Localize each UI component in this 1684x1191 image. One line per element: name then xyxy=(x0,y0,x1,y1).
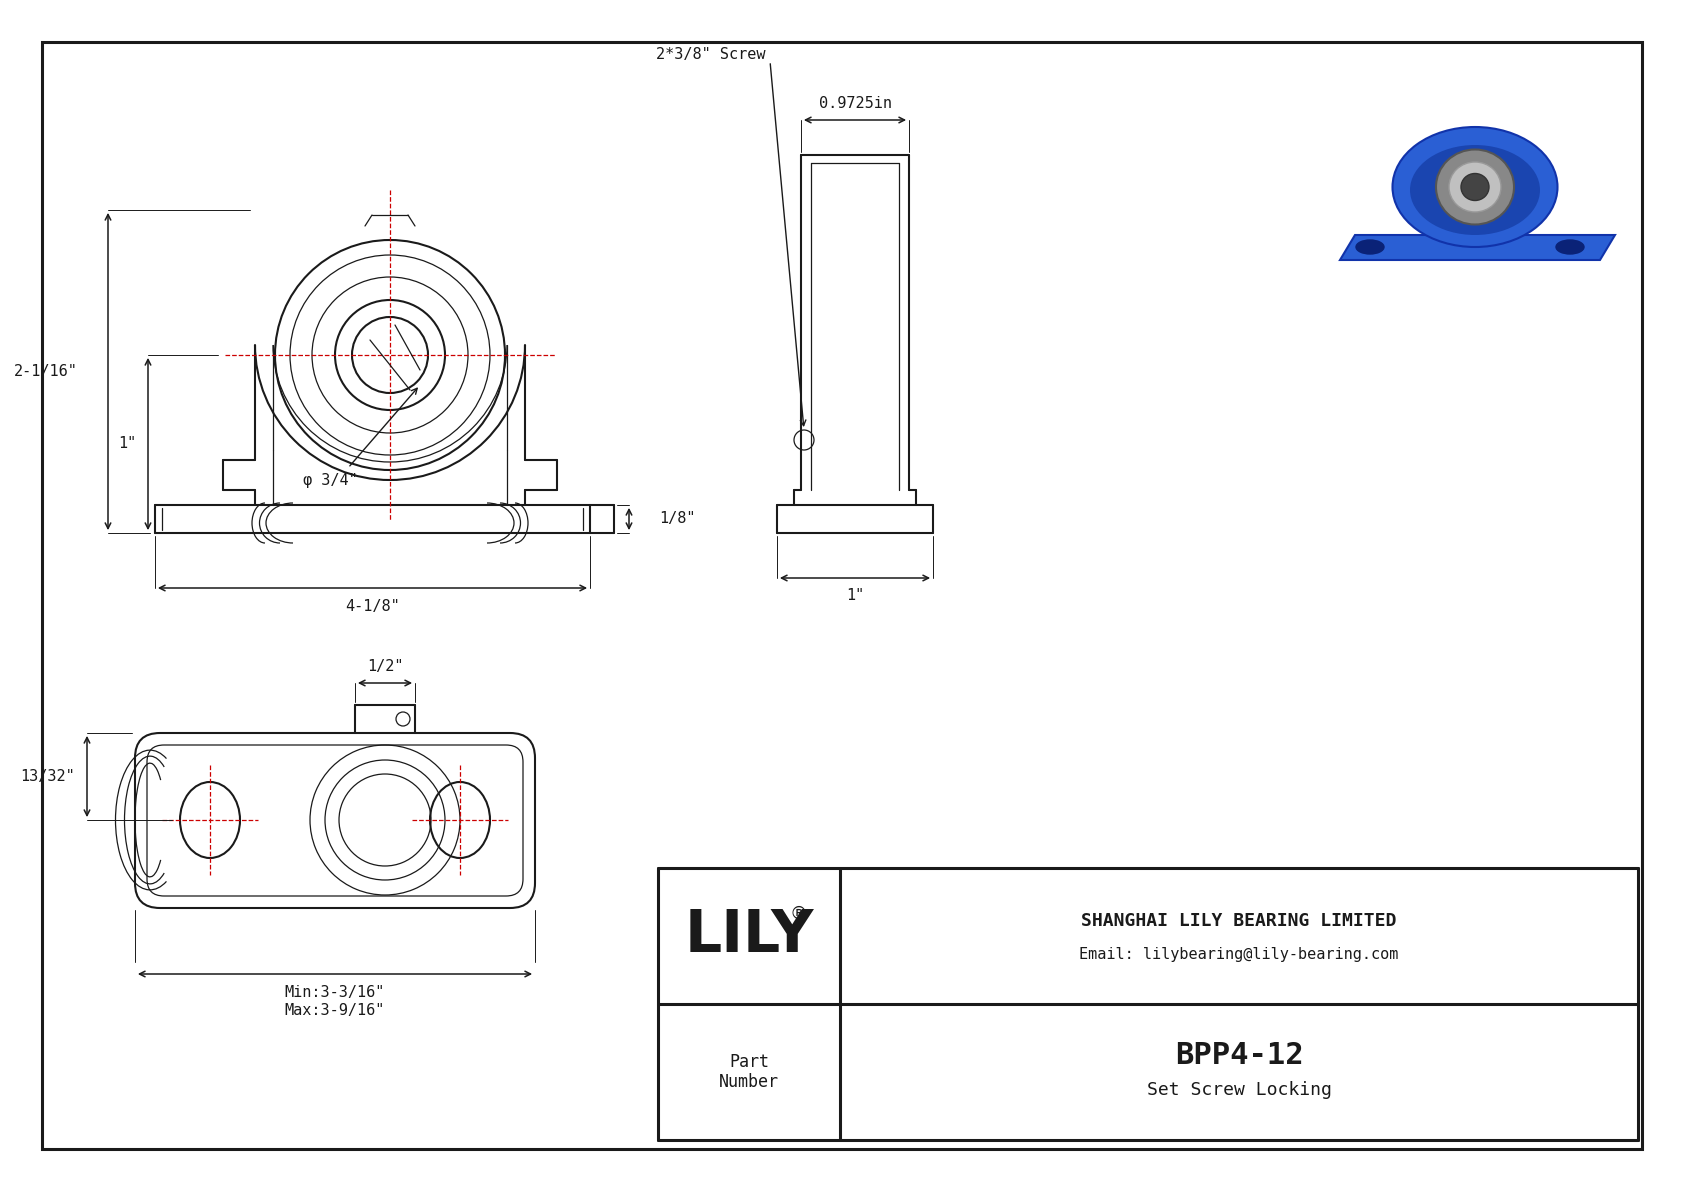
Text: ®: ® xyxy=(790,905,808,923)
Ellipse shape xyxy=(1410,145,1539,235)
Text: φ 3/4": φ 3/4" xyxy=(303,473,357,487)
Text: Set Screw Locking: Set Screw Locking xyxy=(1147,1081,1332,1099)
Ellipse shape xyxy=(1448,162,1500,212)
Text: BPP4-12: BPP4-12 xyxy=(1175,1041,1303,1071)
Text: Min:3-3/16": Min:3-3/16" xyxy=(285,985,386,999)
Ellipse shape xyxy=(1436,150,1514,224)
Text: 1/2": 1/2" xyxy=(367,660,402,674)
Text: 1/8": 1/8" xyxy=(658,511,695,526)
Text: SHANGHAI LILY BEARING LIMITED: SHANGHAI LILY BEARING LIMITED xyxy=(1081,912,1396,930)
Text: 4-1/8": 4-1/8" xyxy=(345,599,399,613)
Text: 13/32": 13/32" xyxy=(20,769,76,784)
Text: Part
Number: Part Number xyxy=(719,1053,780,1091)
Ellipse shape xyxy=(1393,127,1558,247)
Text: 2-1/16": 2-1/16" xyxy=(13,364,77,379)
Polygon shape xyxy=(1340,235,1615,260)
Ellipse shape xyxy=(1556,241,1585,254)
Text: 2*3/8" Screw: 2*3/8" Screw xyxy=(655,48,765,62)
Ellipse shape xyxy=(1356,241,1384,254)
Text: 1": 1" xyxy=(118,436,136,451)
Text: LILY: LILY xyxy=(684,908,813,965)
Text: Email: lilybearing@lily-bearing.com: Email: lilybearing@lily-bearing.com xyxy=(1079,947,1399,961)
Text: 1": 1" xyxy=(845,588,864,604)
Text: Max:3-9/16": Max:3-9/16" xyxy=(285,1003,386,1017)
Text: 0.9725in: 0.9725in xyxy=(818,96,891,112)
Ellipse shape xyxy=(1462,174,1489,200)
